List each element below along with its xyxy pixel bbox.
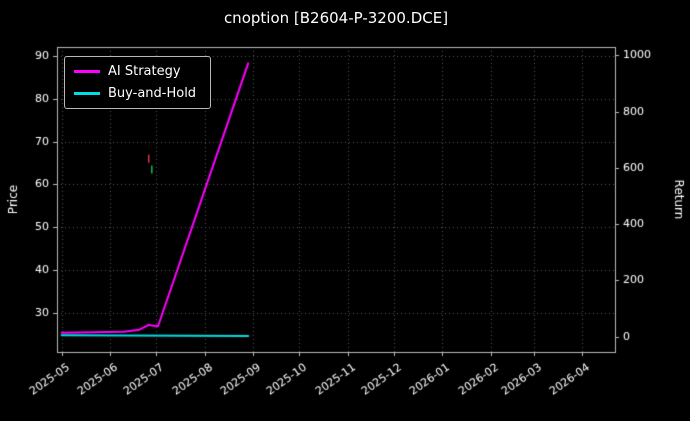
legend-entry-ai-strategy: AI Strategy bbox=[74, 64, 196, 79]
legend-label-ai-strategy: AI Strategy bbox=[108, 64, 181, 79]
legend-entry-buy-and-hold: Buy-and-Hold bbox=[74, 86, 196, 101]
legend-line-swatch-ai-strategy bbox=[74, 70, 100, 73]
legend: AI Strategy Buy-and-Hold bbox=[64, 56, 212, 109]
legend-label-buy-and-hold: Buy-and-Hold bbox=[108, 86, 197, 101]
legend-line-swatch-buy-and-hold bbox=[74, 92, 100, 95]
chart-title: cnoption [B2604-P-3200.DCE] bbox=[223, 9, 449, 27]
